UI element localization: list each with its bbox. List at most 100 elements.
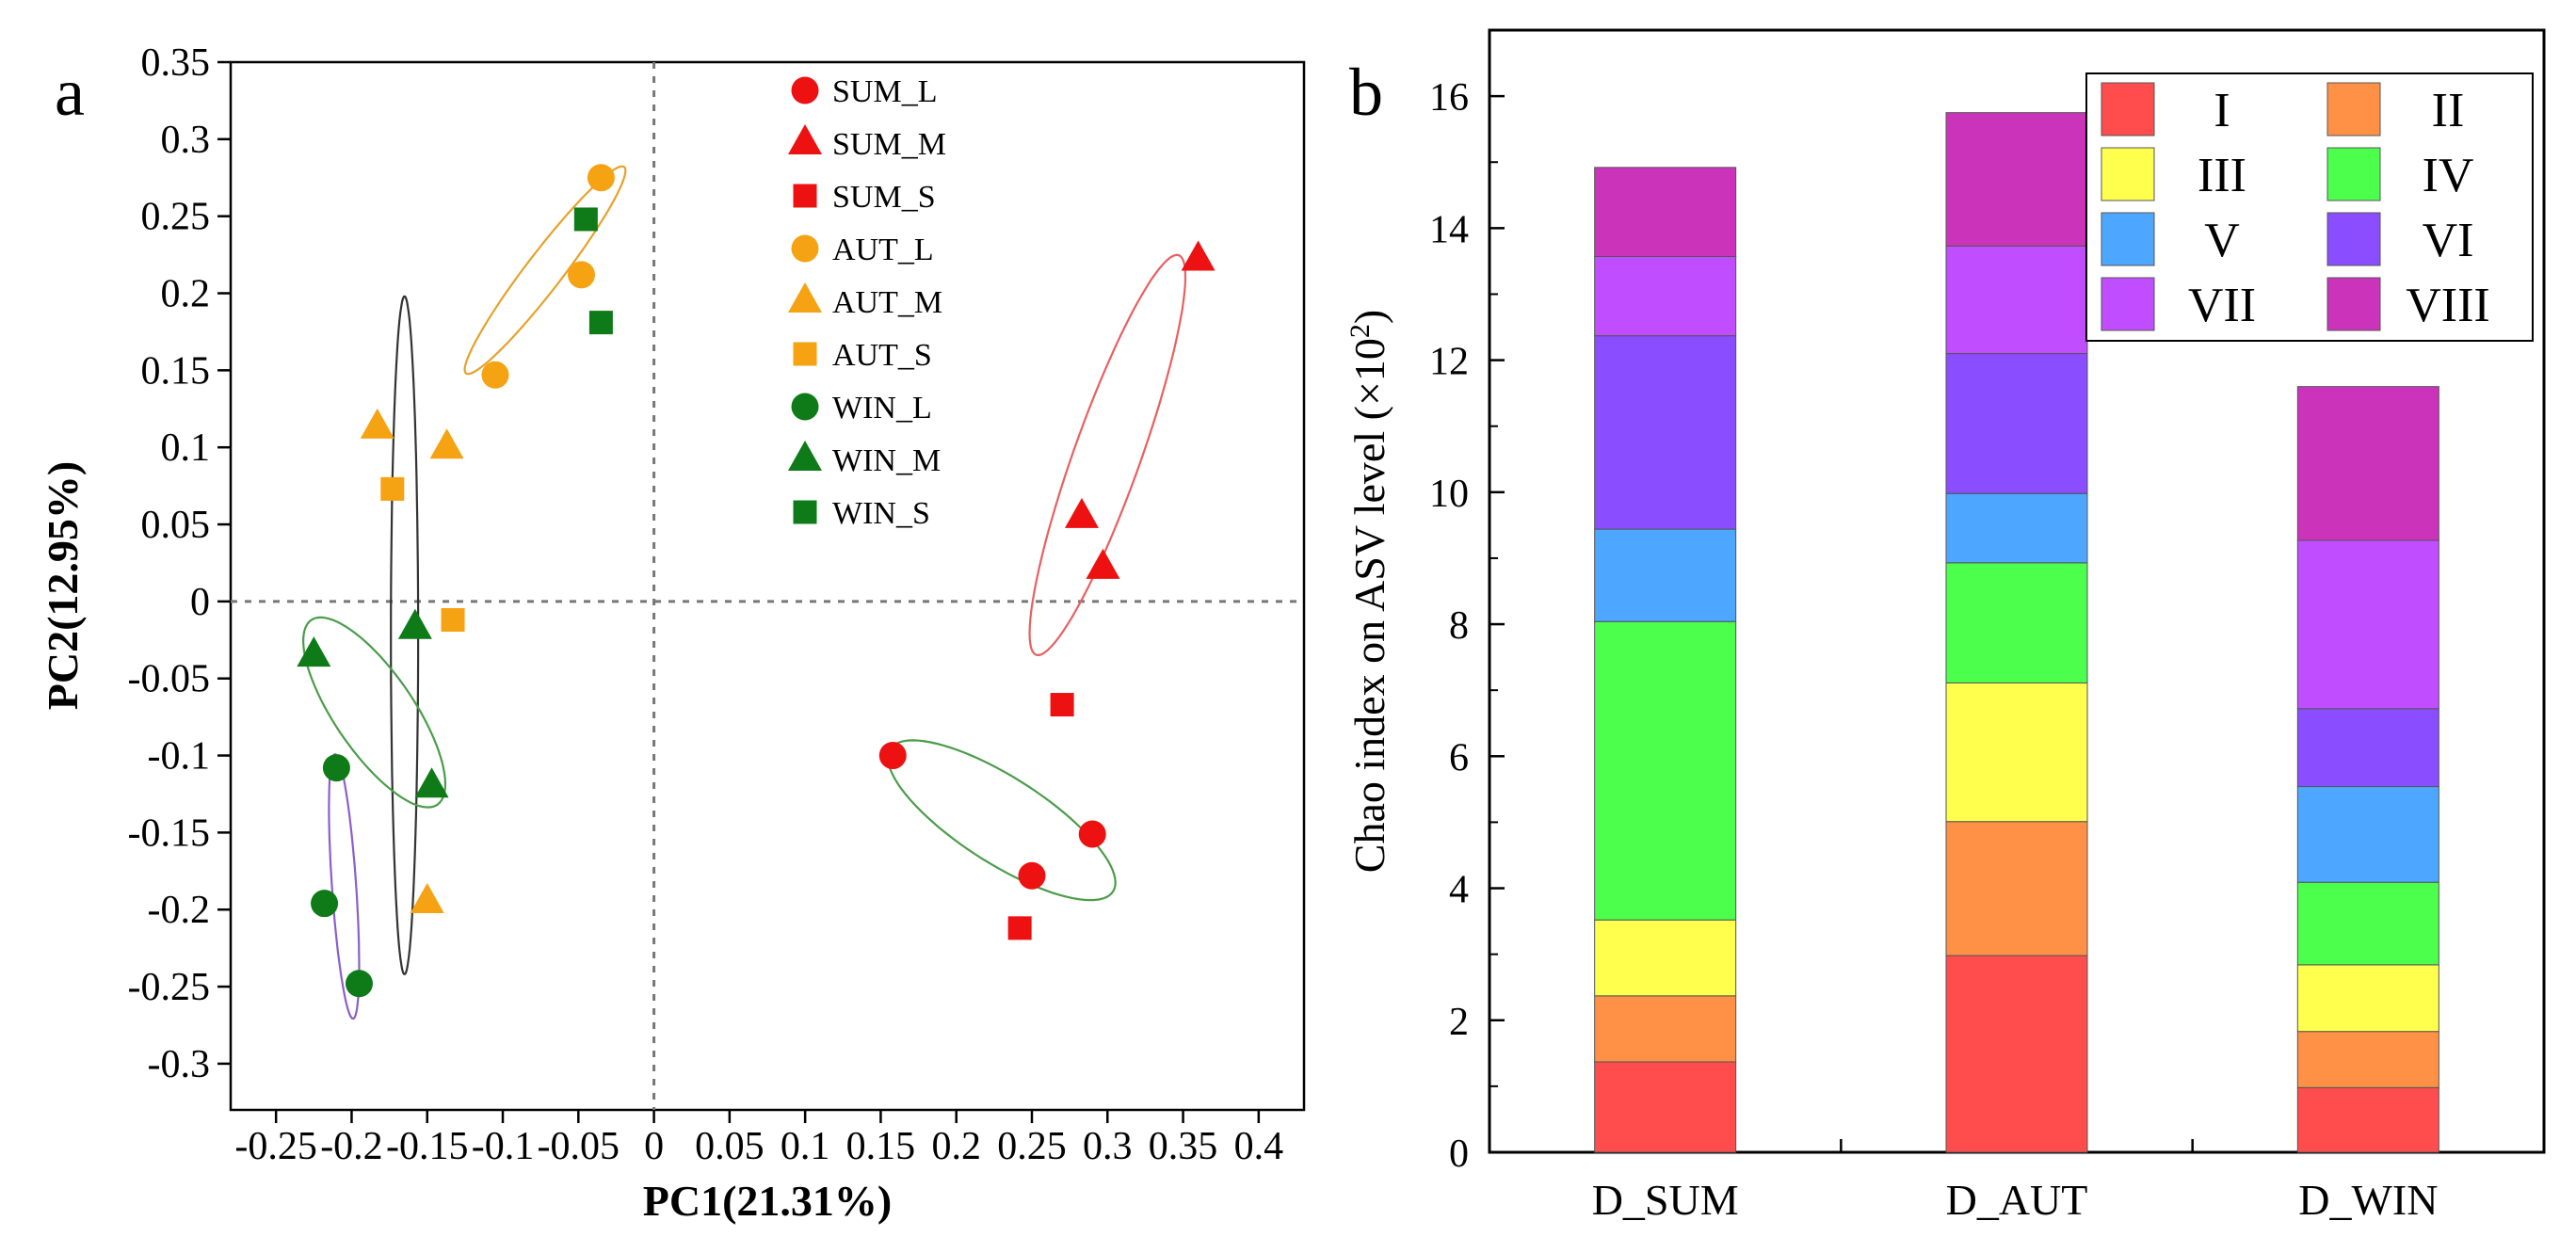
y-tick-label: 0 xyxy=(1449,1133,1469,1176)
legend-label: VIII xyxy=(2406,279,2490,332)
point-win-s xyxy=(573,207,598,232)
confidence-ellipse xyxy=(463,165,627,376)
point-aut-l xyxy=(568,261,596,289)
point-sum-s xyxy=(1007,916,1032,940)
legend-marker-win-m xyxy=(788,441,822,471)
point-win-m xyxy=(397,608,432,639)
point-aut-m xyxy=(429,428,464,459)
pca-plot-frame xyxy=(229,60,1306,1112)
bar-segment-ii xyxy=(1945,821,2088,956)
point-win-l xyxy=(322,754,350,782)
legend-swatch-iii xyxy=(2101,147,2155,201)
point-win-m xyxy=(414,767,449,798)
legend-marker-win-l xyxy=(791,393,819,421)
point-sum-s xyxy=(1050,693,1074,717)
y-tick-label: 8 xyxy=(1449,604,1469,648)
legend-label: AUT_L xyxy=(832,233,934,267)
point-aut-s xyxy=(380,476,405,501)
y-tick-label: -0.15 xyxy=(128,811,211,855)
point-sum-l xyxy=(1078,820,1106,848)
legend-marker-sum-l xyxy=(791,76,819,104)
point-win-m xyxy=(297,636,331,667)
x-tick-label: 0.25 xyxy=(997,1125,1067,1168)
y-tick-label: 14 xyxy=(1429,208,1469,251)
y-tick-label: 12 xyxy=(1429,341,1469,384)
y-tick-label: 4 xyxy=(1449,869,1469,912)
y-tick-label: 10 xyxy=(1429,473,1469,516)
y-tick-label: -0.05 xyxy=(128,658,211,701)
x-tick-label: 0.3 xyxy=(1083,1125,1133,1168)
bar-y-axis-ticks: 0 2 4 6 8 10 12 14 16 xyxy=(1429,76,1505,1176)
pca-scatter-panel: a -0.25 -0.2 -0.15 -0.1 -0.05 0 0.05 0.1 0.15 0.2… xyxy=(39,41,1306,1225)
confidence-ellipses xyxy=(301,165,1187,1020)
point-sum-l xyxy=(1018,861,1046,890)
confidence-ellipse xyxy=(886,739,1117,902)
pca-data-points xyxy=(297,164,1216,998)
bar-segment-vii xyxy=(1945,245,2088,355)
y-tick-label: 16 xyxy=(1429,76,1469,120)
point-sum-m xyxy=(1064,497,1099,528)
legend-swatch-v xyxy=(2101,212,2155,266)
y-tick-label: 6 xyxy=(1449,736,1469,779)
pca-y-axis-ticks: 0.35 0.3 0.25 0.2 0.15 0.1 0.05 0 -0.05 -0.1 -0.15… xyxy=(128,41,231,1086)
bar-segment-iv xyxy=(1594,620,1737,921)
x-tick-label: 0.15 xyxy=(846,1125,916,1168)
bar-segment-viii xyxy=(2296,386,2439,541)
confidence-ellipse xyxy=(390,295,420,975)
bar-segment-vi xyxy=(1945,353,2088,494)
bar-segment-vii xyxy=(2296,539,2439,710)
y-tick-label: 0 xyxy=(190,581,210,624)
y-tick-label: 2 xyxy=(1449,1001,1469,1044)
x-tick-label: -0.25 xyxy=(234,1125,317,1168)
y-tick-label: -0.3 xyxy=(148,1043,211,1086)
y-tick-label: 0.05 xyxy=(141,504,211,547)
legend-marker-sum-m xyxy=(788,124,822,154)
bar-segment-viii xyxy=(1945,112,2088,247)
confidence-ellipse xyxy=(1028,253,1187,657)
y-tick-label: 0.25 xyxy=(141,196,211,239)
y-tick-label: -0.1 xyxy=(148,735,211,779)
pca-y-axis-label: PC2(12.95%) xyxy=(39,461,87,710)
legend-label: SUM_S xyxy=(832,180,936,215)
x-tick-label: 0.4 xyxy=(1234,1125,1284,1168)
x-tick-label: 0.1 xyxy=(781,1125,830,1168)
stacked-bars xyxy=(1594,112,2439,1153)
legend-label: AUT_S xyxy=(832,338,932,373)
bar-segment-ii xyxy=(2296,1031,2439,1088)
point-aut-m xyxy=(410,883,444,914)
bar-segment-i xyxy=(2296,1086,2439,1153)
legend-label: III xyxy=(2198,149,2246,202)
y-tick-label: 0.1 xyxy=(161,426,211,470)
y-tick-label: 0.2 xyxy=(161,273,211,316)
y-tick-label: -0.2 xyxy=(148,889,211,932)
x-tick-label: 0 xyxy=(644,1125,664,1168)
legend-swatch-ii xyxy=(2326,82,2381,137)
bar-segment-v xyxy=(1945,492,2088,564)
bar-segment-vii xyxy=(1594,256,1737,337)
legend-label: VII xyxy=(2188,279,2256,332)
bar-segment-ii xyxy=(1594,995,1737,1063)
x-tick-label: -0.2 xyxy=(320,1125,383,1168)
bar-legend-box xyxy=(2085,72,2534,342)
x-tick-label: -0.05 xyxy=(538,1125,620,1168)
point-sum-m xyxy=(1086,548,1120,579)
bar-y-axis-label: Chao index on ASV level (×102) xyxy=(1344,310,1394,873)
legend-swatch-i xyxy=(2101,82,2155,137)
point-aut-s xyxy=(441,608,465,633)
legend-marker-aut-s xyxy=(793,342,817,366)
point-sum-l xyxy=(878,742,907,770)
x-category-label: D_WIN xyxy=(2298,1176,2438,1224)
legend-marker-aut-l xyxy=(791,234,819,263)
panel-b-label: b xyxy=(1349,55,1383,130)
legend-marker-win-s xyxy=(793,500,817,524)
bar-segment-vi xyxy=(1594,335,1737,530)
pca-legend: SUM_L SUM_M SUM_S AUT_L AUT_M AUT_S WIN_L WIN_M… xyxy=(788,74,946,531)
legend-label: WIN_L xyxy=(832,391,932,426)
pca-x-axis-ticks: -0.25 -0.2 -0.15 -0.1 -0.05 0 0.05 0.1 0.15 0.2 0.… xyxy=(234,1110,1283,1168)
bar-segment-iv xyxy=(2296,881,2439,966)
legend-label: WIN_S xyxy=(832,496,930,531)
bar-segment-iii xyxy=(2296,964,2439,1033)
x-tick-label: 0.35 xyxy=(1149,1125,1218,1168)
